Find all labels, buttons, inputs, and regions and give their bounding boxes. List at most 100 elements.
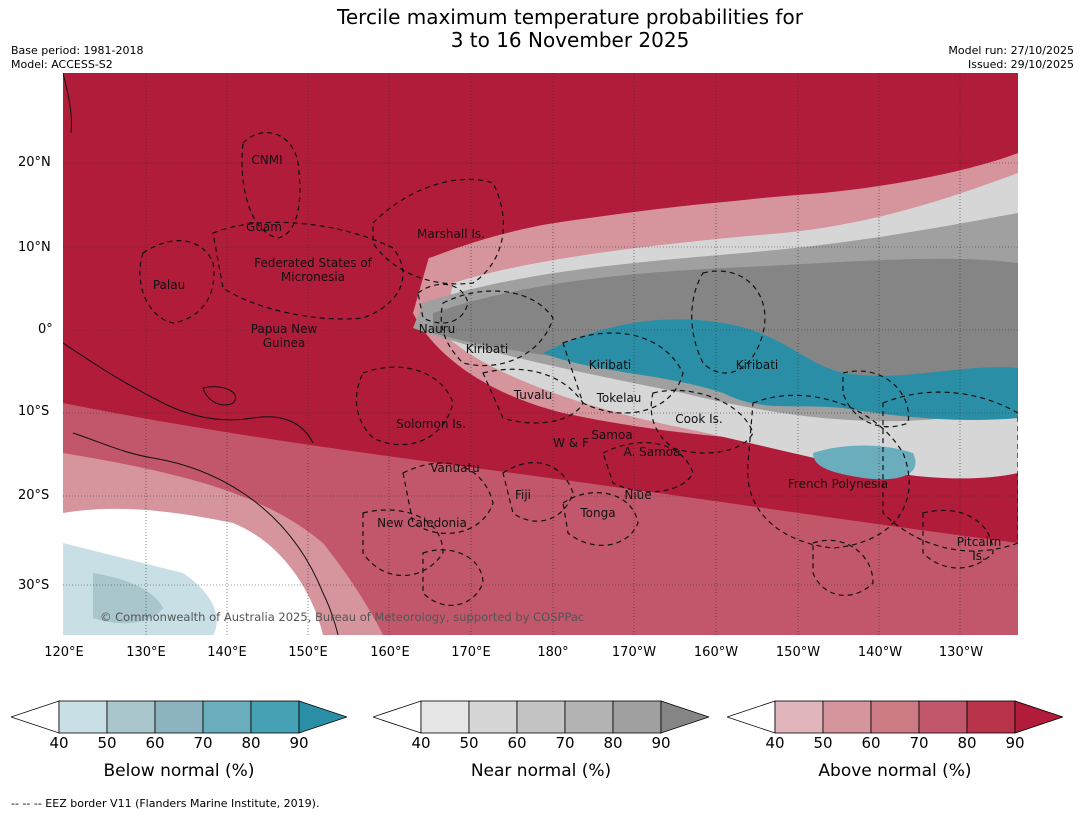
colorbar-swatch [516, 700, 566, 734]
title-line2: 3 to 16 November 2025 [450, 28, 690, 52]
issued-date: Issued: 29/10/2025 [967, 58, 1074, 71]
lon-tick: 140°W [857, 645, 903, 660]
colorbar-tick: 70 [555, 734, 575, 752]
region-label: Tokelau [596, 391, 642, 405]
model-name: Model: ACCESS-S2 [11, 58, 113, 71]
colorbar-tick: 40 [765, 734, 785, 752]
region-label: New Caledonia [377, 516, 467, 530]
colorbar-swatch [966, 700, 1016, 734]
region-label: Federated States of Micronesia [254, 256, 372, 284]
region-label: Vanuatu [430, 461, 480, 475]
lon-tick: 120°E [44, 645, 84, 660]
region-label: Samoa [591, 428, 633, 442]
colorbar-swatch [918, 700, 968, 734]
region-label: Guam [246, 220, 282, 234]
lat-tick: 30°S [18, 578, 50, 593]
colorbar-swatch [870, 700, 920, 734]
colorbar-tick: 90 [289, 734, 309, 752]
lon-tick: 130°W [938, 645, 984, 660]
model-run: Model run: 27/10/2025 [948, 44, 1074, 57]
lon-tick: 180° [537, 645, 569, 660]
colorbar-label: Below normal (%) [103, 761, 255, 781]
region-label: Kiribati [588, 358, 632, 372]
colorbar-tick: 40 [411, 734, 431, 752]
lon-tick: 150°E [288, 645, 328, 660]
lon-tick: 150°W [775, 645, 821, 660]
lon-tick: 160°E [370, 645, 410, 660]
region-label: Papua New Guinea [250, 322, 318, 350]
colorbar-tick: 60 [145, 734, 165, 752]
colorbar-extend-low [9, 700, 60, 734]
colorbar-tick: 80 [957, 734, 977, 752]
colorbar-swatch [106, 700, 156, 734]
lat-tick: 10°N [18, 240, 51, 255]
lon-tick: 140°E [207, 645, 247, 660]
region-label: French Polynesia [787, 477, 889, 491]
colorbar-extend-low [725, 700, 776, 734]
region-label: Marshall Is. [417, 227, 485, 241]
above-normal-north [63, 73, 1018, 273]
colorbar-label: Above normal (%) [818, 761, 972, 781]
title-line1: Tercile maximum temperature probabilitie… [337, 5, 803, 29]
region-label: Cook Is. [675, 412, 723, 426]
colorbar-above-normal: 40 50 60 70 80 90 Above normal (%) [725, 700, 1065, 781]
lat-tick: 20°N [18, 155, 51, 170]
graticule [63, 73, 1018, 635]
colorbar-tick: 80 [603, 734, 623, 752]
colorbar-extend-low [371, 700, 422, 734]
region-label: CNMI [251, 153, 283, 167]
colorbar-label: Near normal (%) [470, 761, 612, 781]
colorbar-swatch [420, 700, 470, 734]
lon-tick: 170°W [611, 645, 657, 660]
below-normal-australia-core [93, 573, 163, 624]
colorbar-tick: 60 [861, 734, 881, 752]
region-label: Solomon Is. [396, 417, 466, 431]
colorbar-swatch [612, 700, 662, 734]
lon-tick: 160°W [693, 645, 739, 660]
colorbar-extend-high [1014, 700, 1065, 734]
colorbar-tick: 40 [49, 734, 69, 752]
below-normal-teal-zone [543, 319, 1018, 420]
colorbar-tick: 90 [1005, 734, 1025, 752]
base-period: Base period: 1981-2018 [11, 44, 144, 57]
lon-tick: 170°E [451, 645, 491, 660]
colorbar-swatches [371, 700, 711, 734]
colorbar-swatch [202, 700, 252, 734]
meta-right: Model run: 27/10/2025 Issued: 29/10/2025 [948, 44, 1074, 72]
region-label: Kiribati [465, 342, 509, 356]
region-label: Tonga [580, 506, 616, 520]
region-label: Palau [152, 278, 186, 292]
colorbar-swatch [468, 700, 518, 734]
colorbar-extend-high [660, 700, 711, 734]
colorbar-swatches [9, 700, 349, 734]
below-normal-small-zone [813, 445, 916, 480]
colorbar-tick: 70 [909, 734, 929, 752]
lat-tick: 20°S [18, 488, 50, 503]
colorbar-swatch [250, 700, 300, 734]
colorbar-extend-high [298, 700, 349, 734]
region-label: Nauru [418, 322, 456, 336]
region-label: Tuvalu [513, 388, 553, 402]
coastlines [63, 73, 339, 635]
colorbar-tick: 70 [193, 734, 213, 752]
map-canvas [63, 73, 1018, 635]
colorbar-swatches [725, 700, 1065, 734]
colorbar-swatch [154, 700, 204, 734]
lat-tick: 10°S [18, 404, 50, 419]
map-title: Tercile maximum temperature probabilitie… [0, 6, 1085, 52]
colorbar-tick: 50 [97, 734, 117, 752]
colorbar-swatch [58, 700, 108, 734]
colorbar-tick: 50 [813, 734, 833, 752]
lon-tick: 130°E [126, 645, 166, 660]
meta-left: Base period: 1981-2018 Model: ACCESS-S2 [11, 44, 143, 72]
colorbar-near-normal: 40 50 60 70 80 90 Near normal (%) [371, 700, 711, 781]
copyright-credit: © Commonwealth of Australia 2025, Bureau… [100, 610, 585, 624]
colorbar-swatch [774, 700, 824, 734]
probability-map [63, 73, 1018, 635]
colorbar-below-normal: 40 50 60 70 80 90 Below normal (%) [9, 700, 349, 781]
region-label: Pitcairn Is. [956, 535, 1002, 563]
colorbar-swatch [822, 700, 872, 734]
colorbar-tick: 60 [507, 734, 527, 752]
colorbar-tick: 90 [651, 734, 671, 752]
eez-legend-footer: -- -- -- EEZ border V11 (Flanders Marine… [11, 797, 320, 810]
